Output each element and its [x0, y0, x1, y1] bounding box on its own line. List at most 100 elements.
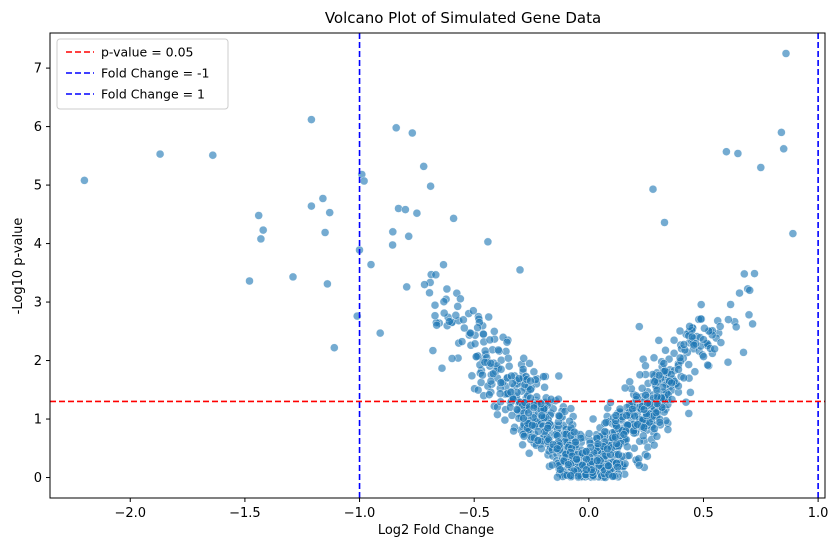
data-point: [442, 284, 452, 294]
y-tick-label: 4: [34, 237, 42, 252]
data-point: [473, 323, 482, 332]
data-point: [592, 456, 602, 465]
data-point: [431, 270, 441, 280]
x-axis-title: Log2 Fold Change: [378, 523, 494, 538]
data-point: [469, 306, 478, 315]
data-point: [428, 346, 438, 355]
data-point: [323, 279, 332, 289]
data-point: [555, 411, 564, 421]
data-point: [748, 319, 757, 329]
data-point: [731, 322, 741, 332]
data-point: [699, 352, 708, 361]
data-point: [518, 364, 528, 374]
data-point: [359, 176, 369, 186]
data-point: [675, 326, 685, 336]
data-point: [669, 335, 679, 345]
data-point: [608, 472, 617, 481]
data-point: [639, 431, 648, 441]
data-point: [632, 391, 641, 401]
data-point: [788, 229, 798, 238]
data-point: [679, 340, 689, 349]
data-point: [679, 373, 689, 383]
data-point: [739, 348, 748, 357]
data-point: [426, 181, 435, 191]
data-point: [484, 390, 494, 399]
legend-label-pvalue: p-value = 0.05: [101, 45, 194, 60]
data-point: [467, 371, 477, 381]
data-point: [750, 269, 759, 278]
data-point: [432, 320, 441, 330]
data-point: [543, 423, 552, 433]
data-point: [722, 147, 731, 156]
data-point: [325, 208, 334, 217]
data-point: [514, 374, 524, 383]
data-point: [733, 149, 743, 158]
data-point: [643, 398, 652, 408]
data-point: [654, 370, 664, 380]
data-point: [519, 414, 528, 423]
x-tick-label: −2.0: [114, 506, 146, 521]
data-point: [723, 357, 733, 367]
data-point: [307, 201, 316, 211]
points-layer: [80, 49, 798, 482]
data-point: [537, 444, 546, 453]
data-point: [460, 323, 469, 333]
x-tick-label: −0.5: [458, 506, 490, 521]
data-point: [675, 353, 685, 363]
data-point: [689, 340, 699, 350]
data-point: [366, 260, 376, 269]
data-point: [724, 315, 733, 324]
data-point: [388, 227, 398, 237]
data-point: [526, 376, 535, 386]
data-point: [494, 345, 503, 355]
data-point: [486, 376, 496, 386]
data-point: [635, 322, 644, 331]
data-point: [445, 317, 454, 326]
data-point: [515, 265, 525, 275]
plot-frame: [49, 32, 826, 499]
data-point: [553, 444, 562, 453]
data-point: [502, 337, 512, 347]
data-point: [624, 451, 634, 460]
data-point: [496, 378, 506, 387]
data-point: [320, 228, 330, 237]
data-point: [437, 363, 447, 373]
data-point: [391, 123, 401, 133]
data-point: [625, 377, 634, 387]
data-point: [660, 218, 669, 227]
data-point: [667, 395, 677, 404]
data-point: [650, 424, 659, 433]
data-point: [529, 403, 539, 413]
data-point: [459, 315, 468, 325]
data-point: [582, 465, 591, 474]
data-point: [519, 432, 529, 441]
data-point: [611, 411, 621, 420]
data-point: [601, 418, 611, 427]
data-point: [330, 343, 339, 352]
data-point: [439, 260, 448, 269]
data-point: [745, 286, 754, 295]
data-point: [388, 240, 397, 250]
data-point: [639, 423, 649, 432]
data-point: [648, 184, 658, 194]
y-tick-label: 1: [34, 413, 42, 428]
data-point: [614, 450, 623, 459]
data-point: [635, 370, 645, 380]
data-point: [533, 436, 543, 445]
y-axis: 0 1 2 3 4 5 6 7: [34, 62, 50, 486]
data-point: [245, 276, 254, 286]
data-point: [473, 385, 483, 395]
data-point: [690, 367, 700, 376]
data-point: [488, 369, 498, 379]
data-point: [318, 194, 328, 203]
data-point: [519, 354, 528, 363]
data-point: [402, 282, 411, 292]
data-point: [649, 440, 659, 450]
y-tick-label: 5: [34, 179, 42, 194]
data-point: [756, 163, 766, 172]
y-axis-title: -Log10 p-value: [11, 218, 26, 315]
data-point: [307, 115, 316, 124]
x-tick-label: 0.0: [578, 506, 599, 521]
data-point: [565, 416, 574, 426]
data-point: [655, 418, 664, 427]
